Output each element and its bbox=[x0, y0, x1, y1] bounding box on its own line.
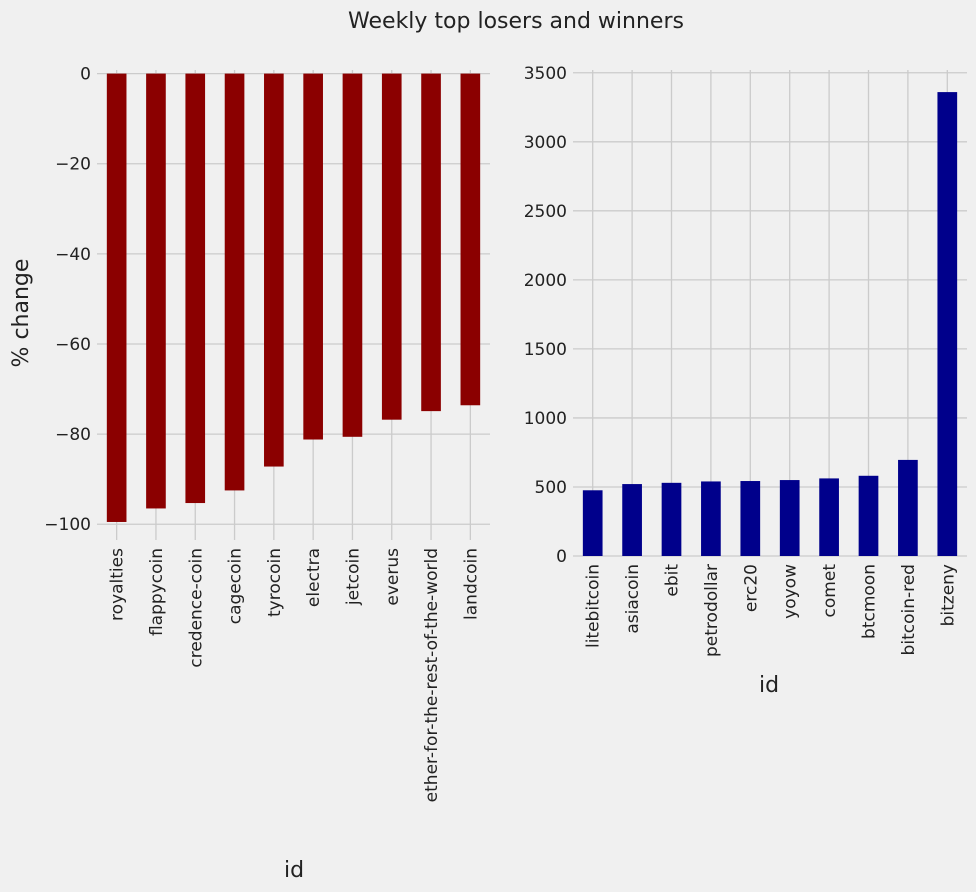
winners-x-tick-label: yoyow bbox=[781, 564, 801, 619]
winners-bars bbox=[582, 92, 958, 556]
losers-chart: 0 −20 −40 −60 −80 −100 royalties flappycoin cre… bbox=[9, 65, 490, 883]
losers-y-axis-label: % change bbox=[9, 259, 34, 368]
losers-y-tick-label: −80 bbox=[55, 425, 91, 445]
losers-y-tick-label: 0 bbox=[80, 65, 91, 85]
winners-x-ticks: litebitcoin asiacoin ebit petrodollar erc20 y… bbox=[584, 564, 959, 657]
losers-y-tick-label: −100 bbox=[44, 515, 91, 535]
losers-bar-everus bbox=[381, 73, 402, 420]
winners-bar-asiacoin bbox=[622, 484, 642, 556]
winners-y-tick-label: 1000 bbox=[524, 409, 567, 429]
losers-bar-credence-coin bbox=[185, 73, 206, 504]
winners-y-ticks: 0 500 1000 1500 2000 2500 3000 3500 bbox=[524, 64, 567, 567]
winners-y-tick-label: 500 bbox=[535, 478, 567, 498]
losers-x-tick-label: landcoin bbox=[461, 548, 481, 620]
winners-bar-yoyow bbox=[779, 480, 800, 556]
losers-x-tick-label: everus bbox=[383, 548, 403, 606]
losers-y-ticks: 0 −20 −40 −60 −80 −100 bbox=[44, 65, 91, 536]
winners-x-tick-label: asiacoin bbox=[623, 564, 643, 634]
winners-y-tick-label: 1500 bbox=[524, 340, 567, 360]
losers-x-tick-label: tyrocoin bbox=[265, 548, 285, 617]
losers-x-tick-label: credence-coin bbox=[186, 548, 206, 668]
winners-y-tick-label: 2000 bbox=[524, 271, 567, 291]
losers-bars bbox=[106, 73, 481, 522]
losers-bar-cagecoin bbox=[224, 73, 245, 491]
figure-title: Weekly top losers and winners bbox=[348, 9, 684, 34]
winners-bar-bitzeny bbox=[937, 92, 958, 556]
winners-x-tick-label: ebit bbox=[663, 564, 683, 597]
losers-x-axis-label: id bbox=[284, 858, 304, 883]
winners-bar-erc20 bbox=[740, 481, 761, 556]
winners-chart: 0 500 1000 1500 2000 2500 3000 3500 litebitcoin… bbox=[524, 64, 967, 698]
losers-bar-landcoin bbox=[460, 73, 481, 406]
winners-y-tick-label: 0 bbox=[556, 547, 567, 567]
winners-bar-petrodollar bbox=[701, 481, 721, 556]
winners-x-tick-label: bitzeny bbox=[938, 564, 958, 626]
losers-bar-royalties bbox=[106, 73, 127, 522]
losers-x-tick-label: cagecoin bbox=[226, 548, 246, 624]
winners-x-axis-label: id bbox=[759, 673, 779, 698]
losers-bar-tyrocoin bbox=[264, 73, 284, 467]
losers-y-tick-label: −20 bbox=[55, 155, 91, 175]
winners-y-tick-label: 2500 bbox=[524, 202, 567, 222]
winners-x-tick-label: petrodollar bbox=[702, 564, 722, 657]
winners-bar-comet bbox=[819, 478, 839, 556]
losers-x-tick-label: flappycoin bbox=[147, 548, 167, 636]
winners-y-tick-label: 3000 bbox=[524, 133, 567, 153]
winners-x-tick-label: erc20 bbox=[741, 564, 761, 612]
winners-bar-btcmoon bbox=[858, 475, 879, 556]
losers-bar-electra bbox=[303, 73, 323, 440]
losers-x-tick-label: electra bbox=[304, 548, 324, 607]
winners-grid bbox=[573, 70, 967, 557]
winners-x-tick-label: btcmoon bbox=[860, 564, 880, 639]
losers-y-tick-label: −40 bbox=[55, 245, 91, 265]
losers-x-tick-label: jetcoin bbox=[343, 548, 363, 606]
losers-bar-ether-for-the-rest-of-the-world bbox=[421, 73, 441, 412]
winners-x-tick-label: litebitcoin bbox=[584, 564, 604, 648]
losers-y-tick-label: −60 bbox=[55, 335, 91, 355]
winners-x-tick-label: comet bbox=[820, 564, 840, 618]
losers-bar-flappycoin bbox=[146, 73, 166, 509]
winners-y-tick-label: 3500 bbox=[524, 64, 567, 84]
losers-x-tick-label: ether-for-the-rest-of-the-world bbox=[422, 548, 442, 802]
winners-bar-litebitcoin bbox=[582, 490, 603, 556]
winners-bar-bitcoin-red bbox=[898, 459, 918, 556]
losers-x-ticks: royalties flappycoin credence-coin cagecoin… bbox=[108, 548, 482, 802]
winners-bar-ebit bbox=[661, 482, 682, 556]
losers-x-tick-label: royalties bbox=[108, 548, 128, 621]
winners-x-tick-label: bitcoin-red bbox=[899, 564, 919, 655]
losers-bar-jetcoin bbox=[342, 73, 363, 437]
